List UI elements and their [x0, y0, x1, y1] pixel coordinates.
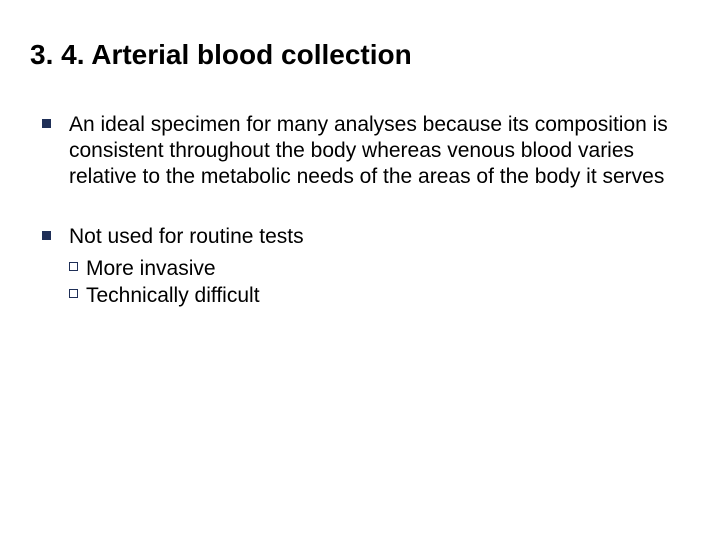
- bullet-text: An ideal specimen for many analyses beca…: [69, 112, 686, 191]
- bullet-text: More invasive: [86, 255, 686, 282]
- list-item: Not used for routine tests More invasive…: [42, 224, 686, 309]
- square-bullet-icon: [42, 231, 51, 240]
- list-item: Technically difficult: [69, 282, 686, 309]
- list-item: More invasive: [69, 255, 686, 282]
- list-item: An ideal specimen for many analyses beca…: [42, 112, 686, 191]
- slide: 3. 4. Arterial blood collection An ideal…: [0, 0, 720, 540]
- square-bullet-icon: [42, 119, 51, 128]
- bullet-list: An ideal specimen for many analyses beca…: [24, 112, 686, 310]
- bullet-block: Not used for routine tests More invasive…: [69, 224, 686, 309]
- bullet-text: Not used for routine tests: [69, 225, 304, 248]
- square-outline-bullet-icon: [69, 289, 78, 298]
- bullet-text: Technically difficult: [86, 282, 686, 309]
- slide-title: 3. 4. Arterial blood collection: [30, 38, 686, 72]
- sub-bullet-list: More invasive Technically difficult: [69, 255, 686, 310]
- square-outline-bullet-icon: [69, 262, 78, 271]
